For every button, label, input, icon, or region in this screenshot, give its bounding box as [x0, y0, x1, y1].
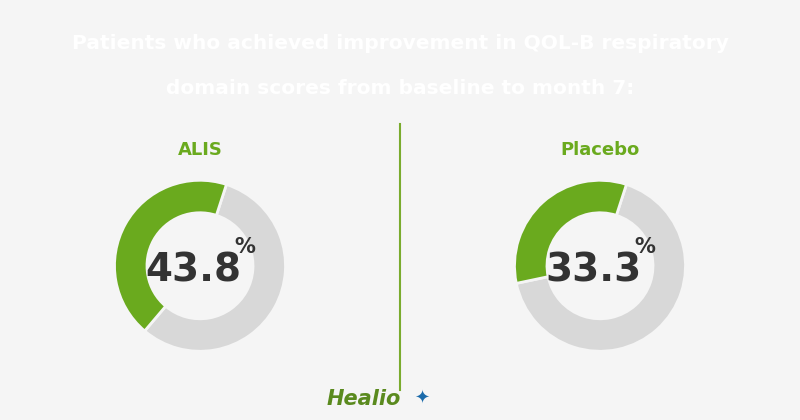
- Text: Healio: Healio: [327, 389, 401, 409]
- Text: Patients who achieved improvement in QOL-B respiratory: Patients who achieved improvement in QOL…: [71, 34, 729, 53]
- Wedge shape: [114, 180, 226, 331]
- Text: ✦: ✦: [414, 390, 429, 408]
- Text: %: %: [634, 237, 655, 257]
- Wedge shape: [516, 184, 686, 351]
- Text: Placebo: Placebo: [560, 142, 640, 159]
- Text: domain scores from baseline to month 7:: domain scores from baseline to month 7:: [166, 79, 634, 98]
- Wedge shape: [514, 180, 626, 284]
- Wedge shape: [145, 184, 286, 351]
- Text: 43.8: 43.8: [145, 251, 241, 289]
- Text: 33.3: 33.3: [545, 251, 642, 289]
- Text: %: %: [234, 237, 255, 257]
- Text: ALIS: ALIS: [178, 142, 222, 159]
